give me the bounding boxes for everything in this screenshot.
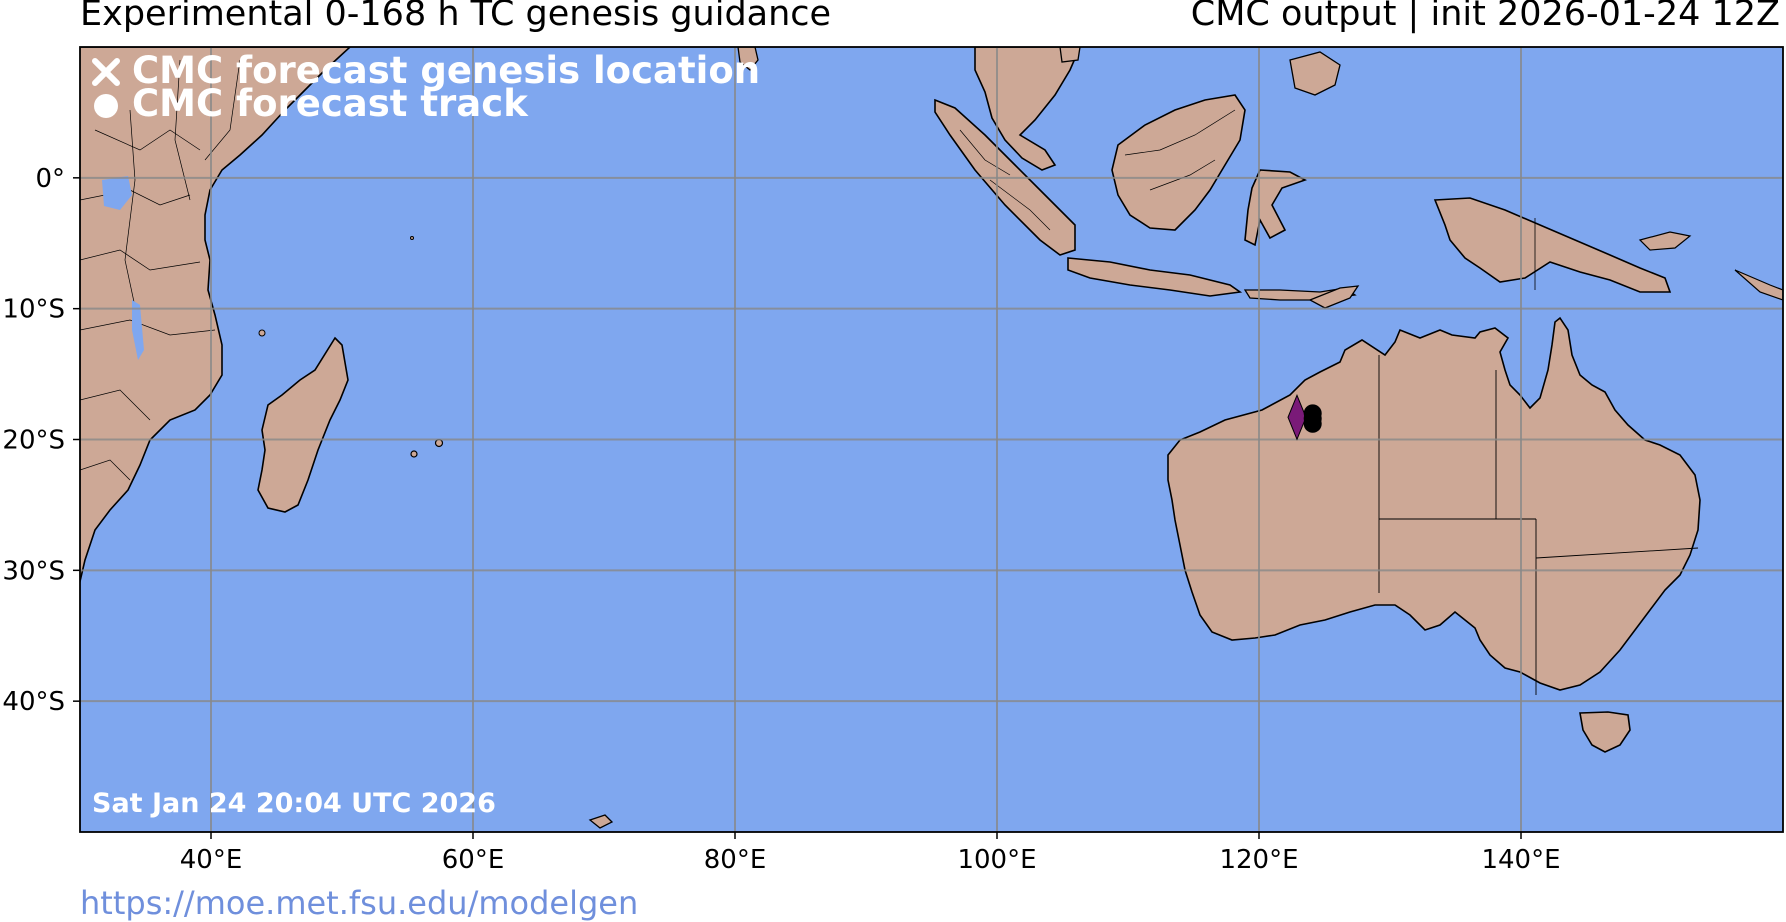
madagascar-landmass (257, 336, 349, 513)
tasmania-landmass (1579, 711, 1631, 753)
legend-track-label: CMC forecast track (132, 82, 529, 125)
philippines-north (1059, 47, 1081, 63)
source-url-link[interactable]: https://moe.met.fsu.edu/modelgen (80, 884, 639, 922)
sumatra-borders (959, 129, 1051, 231)
australia-state-borders (1378, 355, 1699, 695)
africa-borders (80, 59, 241, 481)
new-guinea-landmass (1433, 197, 1672, 293)
map-frame (79, 46, 1784, 833)
philippines-island (1289, 51, 1341, 96)
lake-victoria (102, 176, 132, 210)
lon-tick-label: 120°E (1219, 845, 1298, 875)
lon-tick-label: 60°E (442, 845, 505, 875)
chart-title: Experimental 0-168 h TC genesis guidance (80, 0, 832, 34)
bismarck-island (1638, 231, 1692, 251)
x-marker-icon (92, 58, 120, 86)
comoros-island (258, 329, 266, 337)
lat-tick-label: 40°S (2, 687, 65, 717)
model-init-label: CMC output | init 2026-01-24 12Z (1190, 0, 1780, 34)
sri-lanka-island (737, 47, 759, 71)
reunion-island (410, 450, 418, 458)
track-point (1303, 414, 1322, 433)
borneo-borders (1124, 109, 1236, 191)
indochina-landmass (974, 47, 1081, 171)
gridlines: 40°E 60°E 80°E 100°E 120°E 140°E 0° 10°S 20°S 30°… (2, 47, 1783, 875)
timestamp-label: Sat Jan 24 20:04 UTC 2026 (92, 788, 496, 819)
solomon-island (1734, 269, 1783, 301)
lon-tick-label: 40°E (180, 845, 243, 875)
lat-tick-label: 0° (35, 164, 65, 194)
africa-landmass (80, 47, 352, 585)
legend: CMC forecast genesis location CMC foreca… (92, 49, 760, 125)
lake-malawi (132, 300, 144, 360)
seychelles-island (410, 236, 414, 240)
mauritius-island (434, 438, 444, 448)
kerguelen-island (588, 814, 614, 829)
lon-tick-label: 80°E (704, 845, 767, 875)
lon-tick-label: 140°E (1481, 845, 1560, 875)
lon-tick-label: 100°E (957, 845, 1036, 875)
timor-island (1308, 285, 1360, 309)
lat-tick-label: 30°S (2, 556, 65, 586)
lat-tick-label: 20°S (2, 426, 65, 456)
genesis-marker (1287, 393, 1307, 441)
dot-marker-icon (94, 94, 118, 118)
track-markers (1287, 393, 1322, 441)
java-landmass (1067, 257, 1243, 297)
lat-tick-label: 10°S (2, 295, 65, 325)
legend-genesis-label: CMC forecast genesis location (132, 49, 760, 92)
